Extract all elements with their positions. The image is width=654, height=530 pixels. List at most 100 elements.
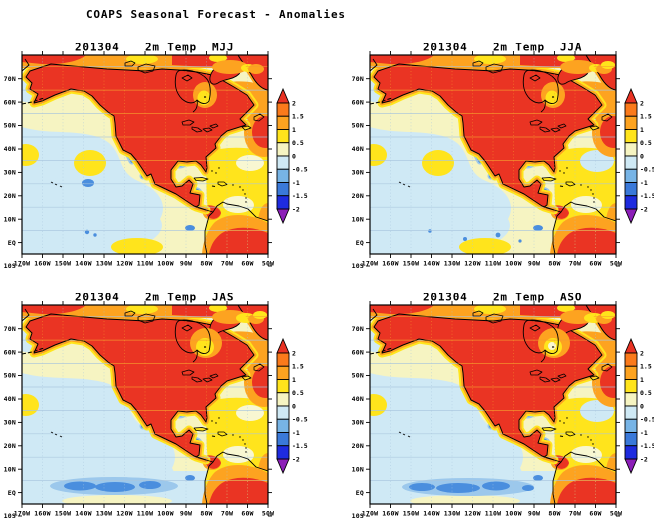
x-tick-label: 90W <box>180 510 192 518</box>
colorbar-segment <box>624 392 638 407</box>
x-tick-label: 110W <box>137 510 153 518</box>
colorbar-label: 0 <box>292 402 296 410</box>
x-tick-label: 60W <box>241 260 253 268</box>
colorbar-label: -1 <box>292 179 300 187</box>
y-tick-label: 30N <box>4 419 16 427</box>
x-tick-label: 140W <box>75 510 91 518</box>
map-plot: 170W 160W 150W 140W 130W 120W 110W 100W 90W 80W 70… <box>352 51 622 270</box>
colorbar-label: -0.5 <box>292 166 308 174</box>
colorbar-label: 0 <box>640 152 644 160</box>
colorbar-segment <box>276 142 290 157</box>
colorbar-segment <box>276 195 290 210</box>
colorbar-segment <box>276 182 290 197</box>
panel-variable: 2m Temp <box>493 293 545 304</box>
y-tick-label: 30N <box>4 169 16 177</box>
x-tick-label: 110W <box>137 260 153 268</box>
x-tick-label: 140W <box>75 260 91 268</box>
y-tick-label: 10S <box>352 262 364 269</box>
colorbar-segment <box>624 418 638 433</box>
colorbar-label: 0.5 <box>292 139 304 147</box>
y-tick-label: EQ <box>356 489 364 497</box>
colorbar-arrow-down <box>276 208 290 225</box>
panel-variable: 2m Temp <box>145 43 197 54</box>
y-tick-label: 50N <box>352 122 364 130</box>
colorbar-label: 1.5 <box>292 363 304 371</box>
x-tick-label: 70W <box>221 510 233 518</box>
colorbar-segment <box>624 405 638 420</box>
x-tick-label: 90W <box>528 510 540 518</box>
colorbar-label: -0.5 <box>640 166 654 174</box>
colorbar: 2 1.5 1 0.5 0 -0.5 -1 -1.5 -2 <box>276 87 308 225</box>
y-tick-label: 10S <box>352 512 364 519</box>
colorbar-arrow-up <box>624 337 638 354</box>
colorbar-segment <box>624 445 638 460</box>
x-tick-label: 50W <box>262 510 274 518</box>
y-tick-label: 10N <box>4 215 16 223</box>
x-tick-label: 110W <box>485 260 501 268</box>
colorbar-segment <box>624 115 638 130</box>
colorbar-segment <box>624 365 638 380</box>
y-tick-label: 40N <box>4 145 16 153</box>
y-tick-label: 20N <box>352 192 364 200</box>
x-tick-label: 90W <box>528 260 540 268</box>
y-tick-label: 70N <box>4 75 16 83</box>
colorbar-label: -1 <box>292 429 300 437</box>
x-tick-label: 150W <box>55 260 71 268</box>
panel-title: 201304 2m Temp MJJ <box>75 43 234 54</box>
colorbar-label: 1.5 <box>292 113 304 121</box>
colorbar-label: 0.5 <box>292 389 304 397</box>
colorbar-segment <box>276 445 290 460</box>
x-tick-label: 160W <box>34 510 50 518</box>
y-tick-label: EQ <box>8 239 16 247</box>
x-tick-label: 120W <box>464 260 480 268</box>
x-tick-label: 160W <box>34 260 50 268</box>
colorbar-label: -1 <box>640 429 648 437</box>
y-tick-label: 70N <box>352 325 364 333</box>
x-tick-label: 130W <box>444 510 460 518</box>
colorbar-segment <box>624 168 638 183</box>
colorbar-label: 0.5 <box>640 139 652 147</box>
colorbar-label: -2 <box>292 455 300 463</box>
y-tick-label: 70N <box>4 325 16 333</box>
colorbar-label: -1.5 <box>292 442 308 450</box>
colorbar-segment <box>276 432 290 447</box>
y-tick-label: 40N <box>352 145 364 153</box>
colorbar-arrow-down <box>276 458 290 475</box>
colorbar-arrow-up <box>624 87 638 104</box>
panel-season: JAS <box>212 293 234 304</box>
colorbar-segment <box>276 129 290 144</box>
colorbar-segment <box>624 142 638 157</box>
x-tick-label: 80W <box>548 510 560 518</box>
colorbar-label: 1.5 <box>640 113 652 121</box>
panel-jas: 201304 2m Temp JAS 170W 160W 150W 140W 130W 120W… <box>0 291 308 521</box>
map-plot: 170W 160W 150W 140W 130W 120W 110W 100W 90W 80W 70… <box>4 301 274 520</box>
x-tick-label: 170W <box>362 510 378 518</box>
x-tick-label: 130W <box>444 260 460 268</box>
y-tick-label: 10N <box>4 465 16 473</box>
x-tick-label: 170W <box>14 510 30 518</box>
y-tick-label: 10S <box>4 512 16 519</box>
panel-run: 201304 <box>423 293 468 304</box>
colorbar-segment <box>276 418 290 433</box>
x-tick-label: 120W <box>464 510 480 518</box>
colorbar-segment <box>624 379 638 394</box>
colorbar-label: 2 <box>640 99 644 107</box>
colorbar-label: -0.5 <box>292 416 308 424</box>
panel-title: 201304 2m Temp ASO <box>423 293 582 304</box>
x-tick-label: 70W <box>569 260 581 268</box>
panel-season: JJA <box>560 43 582 54</box>
colorbar-segment <box>624 102 638 117</box>
figure-title: COAPS Seasonal Forecast - Anomalies <box>86 8 346 21</box>
colorbar-label: 1 <box>292 376 296 384</box>
y-tick-label: 60N <box>352 348 364 356</box>
colorbar-segment <box>276 352 290 367</box>
x-tick-label: 90W <box>180 260 192 268</box>
colorbar-segment <box>276 365 290 380</box>
y-tick-label: 50N <box>4 122 16 130</box>
x-tick-label: 120W <box>116 510 132 518</box>
x-tick-label: 50W <box>262 260 274 268</box>
x-tick-label: 70W <box>221 260 233 268</box>
